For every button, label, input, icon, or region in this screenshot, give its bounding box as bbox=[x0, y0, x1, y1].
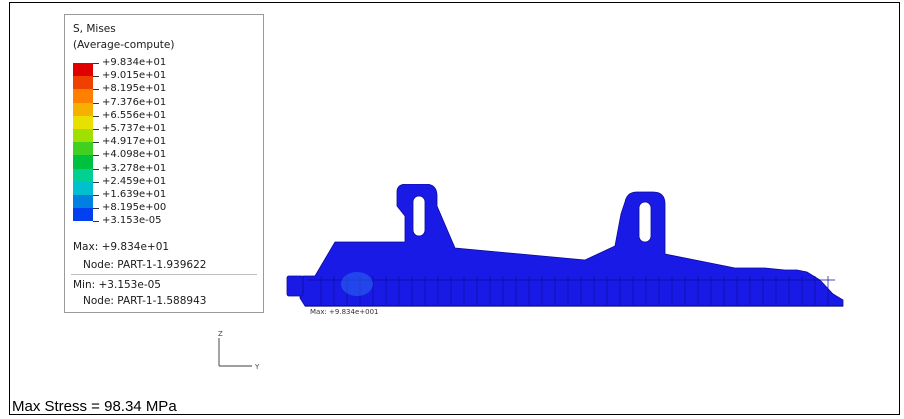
legend-tick bbox=[93, 89, 99, 91]
legend-tick bbox=[93, 102, 99, 104]
legend-tick bbox=[93, 195, 99, 196]
legend-tick bbox=[93, 221, 99, 223]
legend-divider bbox=[71, 274, 257, 275]
legend-tick bbox=[93, 76, 99, 78]
legend-level-label: +4.917e+01 bbox=[102, 136, 167, 148]
lug-hole-left bbox=[412, 195, 426, 237]
legend-level-label: +3.278e+01 bbox=[102, 162, 167, 174]
legend-color-swatch bbox=[73, 129, 93, 143]
legend-color-swatch bbox=[73, 76, 93, 90]
legend-color-swatch bbox=[73, 102, 93, 116]
legend-color-swatch bbox=[73, 195, 93, 209]
legend-level-label: +6.556e+01 bbox=[102, 109, 167, 121]
legend-color-swatch bbox=[73, 155, 93, 169]
axis-triad: Z Y bbox=[218, 330, 260, 371]
legend-color-swatch bbox=[73, 208, 93, 222]
legend-min-node: Node: PART-1-1.588943 bbox=[83, 295, 207, 307]
legend-color-swatch bbox=[73, 89, 93, 103]
legend-tick bbox=[93, 63, 99, 64]
legend-level-label: +8.195e+01 bbox=[102, 83, 167, 95]
legend-max-node: Node: PART-1-1.939622 bbox=[83, 259, 207, 271]
legend-panel: S, Mises (Average-compute) +9.834e+01 +9.… bbox=[64, 14, 264, 313]
legend-tick bbox=[93, 155, 99, 157]
legend-min-value: Min: +3.153e-05 bbox=[73, 279, 161, 291]
legend-level-label: +7.376e+01 bbox=[102, 96, 167, 108]
legend-max-value: Max: +9.834e+01 bbox=[73, 241, 170, 253]
triad-y-label: Y bbox=[254, 363, 260, 371]
max-location-marker: Max: +9.834e+001 bbox=[310, 308, 379, 316]
legend-tick bbox=[93, 181, 99, 183]
lug-hole-right bbox=[638, 201, 652, 243]
legend-subtitle: (Average-compute) bbox=[73, 39, 175, 51]
legend-level-label: +2.459e+01 bbox=[102, 175, 167, 187]
legend-color-swatch bbox=[73, 168, 93, 182]
legend-tick bbox=[93, 142, 99, 144]
legend-level-label: +9.015e+01 bbox=[102, 70, 167, 82]
max-stress-caption: Max Stress = 98.34 MPa bbox=[12, 398, 177, 415]
legend-title: S, Mises bbox=[73, 23, 116, 35]
legend-color-swatch bbox=[73, 115, 93, 129]
legend-level-label: +3.153e-05 bbox=[102, 215, 162, 227]
legend-tick bbox=[93, 168, 99, 170]
legend-level-label: +9.834e+01 bbox=[102, 57, 167, 68]
legend-level-label: +1.639e+01 bbox=[102, 189, 167, 200]
triad-z-label: Z bbox=[218, 330, 223, 338]
legend-color-swatch bbox=[73, 142, 93, 156]
legend-tick bbox=[93, 115, 99, 117]
legend-level-label: +4.098e+01 bbox=[102, 149, 167, 161]
legend-tick bbox=[93, 129, 99, 130]
legend-color-swatch bbox=[73, 181, 93, 195]
stress-model bbox=[286, 184, 844, 307]
legend-tick bbox=[93, 208, 99, 210]
legend-color-swatch bbox=[73, 63, 93, 77]
legend-level-label: +5.737e+01 bbox=[102, 123, 167, 134]
legend-level-label: +8.195e+00 bbox=[102, 202, 167, 214]
